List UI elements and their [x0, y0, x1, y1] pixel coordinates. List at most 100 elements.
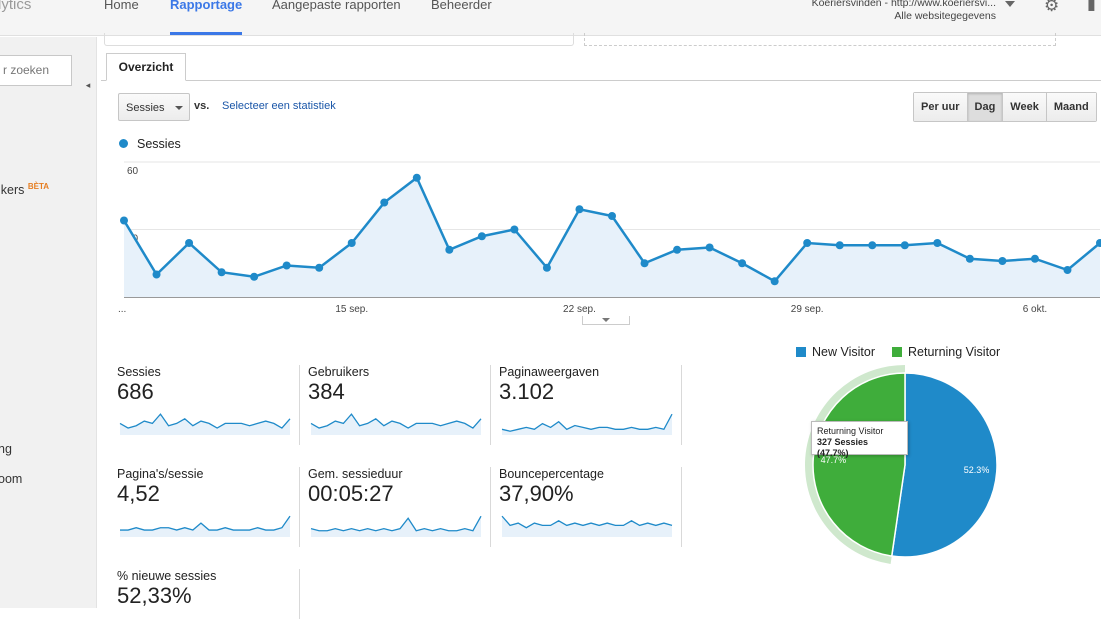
period-week-button[interactable]: Week [1003, 93, 1047, 121]
legend-square-icon [796, 347, 806, 357]
pie-slice [812, 372, 906, 557]
data-point [1030, 254, 1039, 263]
pie-legend-new-visitor[interactable]: New Visitor [796, 345, 875, 359]
metric-tile-paginaweergaven[interactable]: Paginaweergaven 3.102 [499, 365, 682, 445]
sidebar-search-input[interactable]: r zoeken [0, 55, 72, 86]
data-point [608, 212, 616, 220]
sidebar-item-oom[interactable]: oom [0, 472, 23, 486]
active-nav-indicator [170, 32, 242, 35]
data-point [250, 272, 259, 281]
metric-dropdown[interactable]: Sessies [118, 93, 190, 121]
metric-value: 52,33% [117, 583, 192, 608]
sparkline-area [120, 414, 290, 435]
legend-label: Returning Visitor [908, 345, 1001, 359]
tab-overzicht[interactable]: Overzicht [106, 53, 186, 81]
data-point [380, 198, 389, 207]
chevron-down-icon [175, 106, 183, 110]
period-toggle: Per uur Dag Week Maand [913, 92, 1097, 122]
data-point [315, 263, 324, 272]
data-point [347, 239, 356, 247]
sessions-line-chart[interactable]: 6030...15 sep.22 sep.29 sep.6 okt. [98, 154, 1101, 319]
visitor-pie-chart[interactable]: 52.3% 47.7% [798, 362, 1008, 572]
select-statistic-link[interactable]: Selecteer een statistiek [222, 100, 336, 112]
x-tick-label: 29 sep. [791, 304, 824, 315]
metric-sparkline [119, 413, 291, 435]
data-point [412, 173, 421, 182]
metric-label: Bouncepercentage [499, 467, 604, 481]
metric-tile-gebruikers[interactable]: Gebruikers 384 [308, 365, 491, 445]
data-point [640, 259, 649, 268]
sidebar: r zoeken ◂ ikers BÈTA ng oom [0, 37, 97, 608]
chart-resize-handle[interactable] [582, 316, 630, 325]
pie-tooltip: Returning Visitor 327 Sessies (47.7%) [811, 421, 908, 458]
data-point [835, 241, 844, 250]
period-per-uur-button[interactable]: Per uur [914, 93, 968, 121]
metric-label: Paginaweergaven [499, 365, 600, 379]
metric-value: 686 [117, 379, 154, 404]
data-point [770, 277, 779, 286]
sidebar-item-ng[interactable]: ng [0, 442, 12, 456]
line-chart-legend[interactable]: Sessies [119, 137, 181, 151]
top-navigation-bar: lytics Home Rapportage Aangepaste rappor… [0, 0, 1101, 36]
metric-label: Sessies [117, 365, 161, 379]
metric-tile-nieuwe-sessies[interactable]: % nieuwe sessies 52,33% [117, 569, 300, 619]
legend-dot-icon [119, 139, 128, 148]
data-point [477, 232, 486, 241]
metric-value: 384 [308, 379, 345, 404]
data-point [738, 259, 747, 268]
sparkline-line [310, 413, 482, 429]
data-point [998, 257, 1007, 265]
nav-aangepaste-rapporten[interactable]: Aangepaste rapporten [272, 0, 401, 12]
x-tick-label: 15 sep. [335, 304, 368, 315]
metric-tile-bouncepercentage[interactable]: Bouncepercentage 37,90% [499, 467, 682, 547]
data-point [868, 241, 877, 250]
metric-label: % nieuwe sessies [117, 569, 217, 583]
beta-badge: BÈTA [27, 182, 50, 191]
sparkline-area [502, 516, 672, 537]
data-point [965, 254, 974, 263]
collapse-sidebar-icon[interactable]: ◂ [85, 80, 91, 90]
series-area [124, 177, 1100, 297]
metric-value: 4,52 [117, 481, 160, 506]
pie-legend-returning-visitor[interactable]: Returning Visitor [892, 345, 1000, 359]
period-dag-button[interactable]: Dag [967, 93, 1004, 121]
data-point [282, 261, 291, 270]
nav-beheerder[interactable]: Beheerder [431, 0, 492, 12]
metric-dropdown-value: Sessies [126, 102, 165, 114]
data-point [1096, 239, 1101, 247]
legend-square-icon [892, 347, 902, 357]
chevron-down-icon[interactable] [1005, 1, 1015, 7]
data-point [152, 270, 161, 279]
data-point [900, 241, 909, 250]
sidebar-item-gebruikers[interactable]: ikers BÈTA [0, 182, 49, 197]
account-selector[interactable]: Koeriersvinden - http://www.koeriersvi..… [780, 0, 996, 23]
metric-sparkline [120, 515, 291, 537]
add-segment-box [584, 33, 1056, 46]
tooltip-body: 327 Sessies (47.7%) [817, 437, 869, 458]
data-point [673, 245, 682, 254]
sparkline-area [311, 516, 481, 537]
metric-tile-sessieduur[interactable]: Gem. sessieduur 00:05:27 [308, 467, 491, 547]
bell-icon[interactable]: ▮ [1087, 0, 1096, 13]
sparkline-line [119, 413, 291, 429]
metric-value: 00:05:27 [308, 481, 394, 506]
x-tick-label: 22 sep. [563, 304, 596, 315]
metric-tile-sessies[interactable]: Sessies 686 [117, 365, 300, 445]
data-point [185, 239, 194, 247]
nav-home[interactable]: Home [104, 0, 139, 12]
metric-label: Pagina's/sessie [117, 467, 204, 481]
tab-divider [101, 80, 1101, 81]
metric-tile-paginas-per-sessie[interactable]: Pagina's/sessie 4,52 [117, 467, 300, 547]
legend-series-name: Sessies [137, 137, 181, 151]
metric-value: 3.102 [499, 379, 555, 404]
x-tick-label: 6 okt. [1023, 304, 1047, 315]
data-point [933, 239, 942, 247]
data-point [803, 239, 812, 247]
gear-icon[interactable]: ⚙ [1044, 0, 1060, 15]
tooltip-title: Returning Visitor [817, 426, 884, 436]
data-point [120, 216, 128, 225]
x-tick-label: ... [118, 304, 126, 315]
period-maand-button[interactable]: Maand [1046, 93, 1096, 121]
nav-rapportage[interactable]: Rapportage [170, 0, 243, 12]
segment-box [104, 33, 574, 46]
